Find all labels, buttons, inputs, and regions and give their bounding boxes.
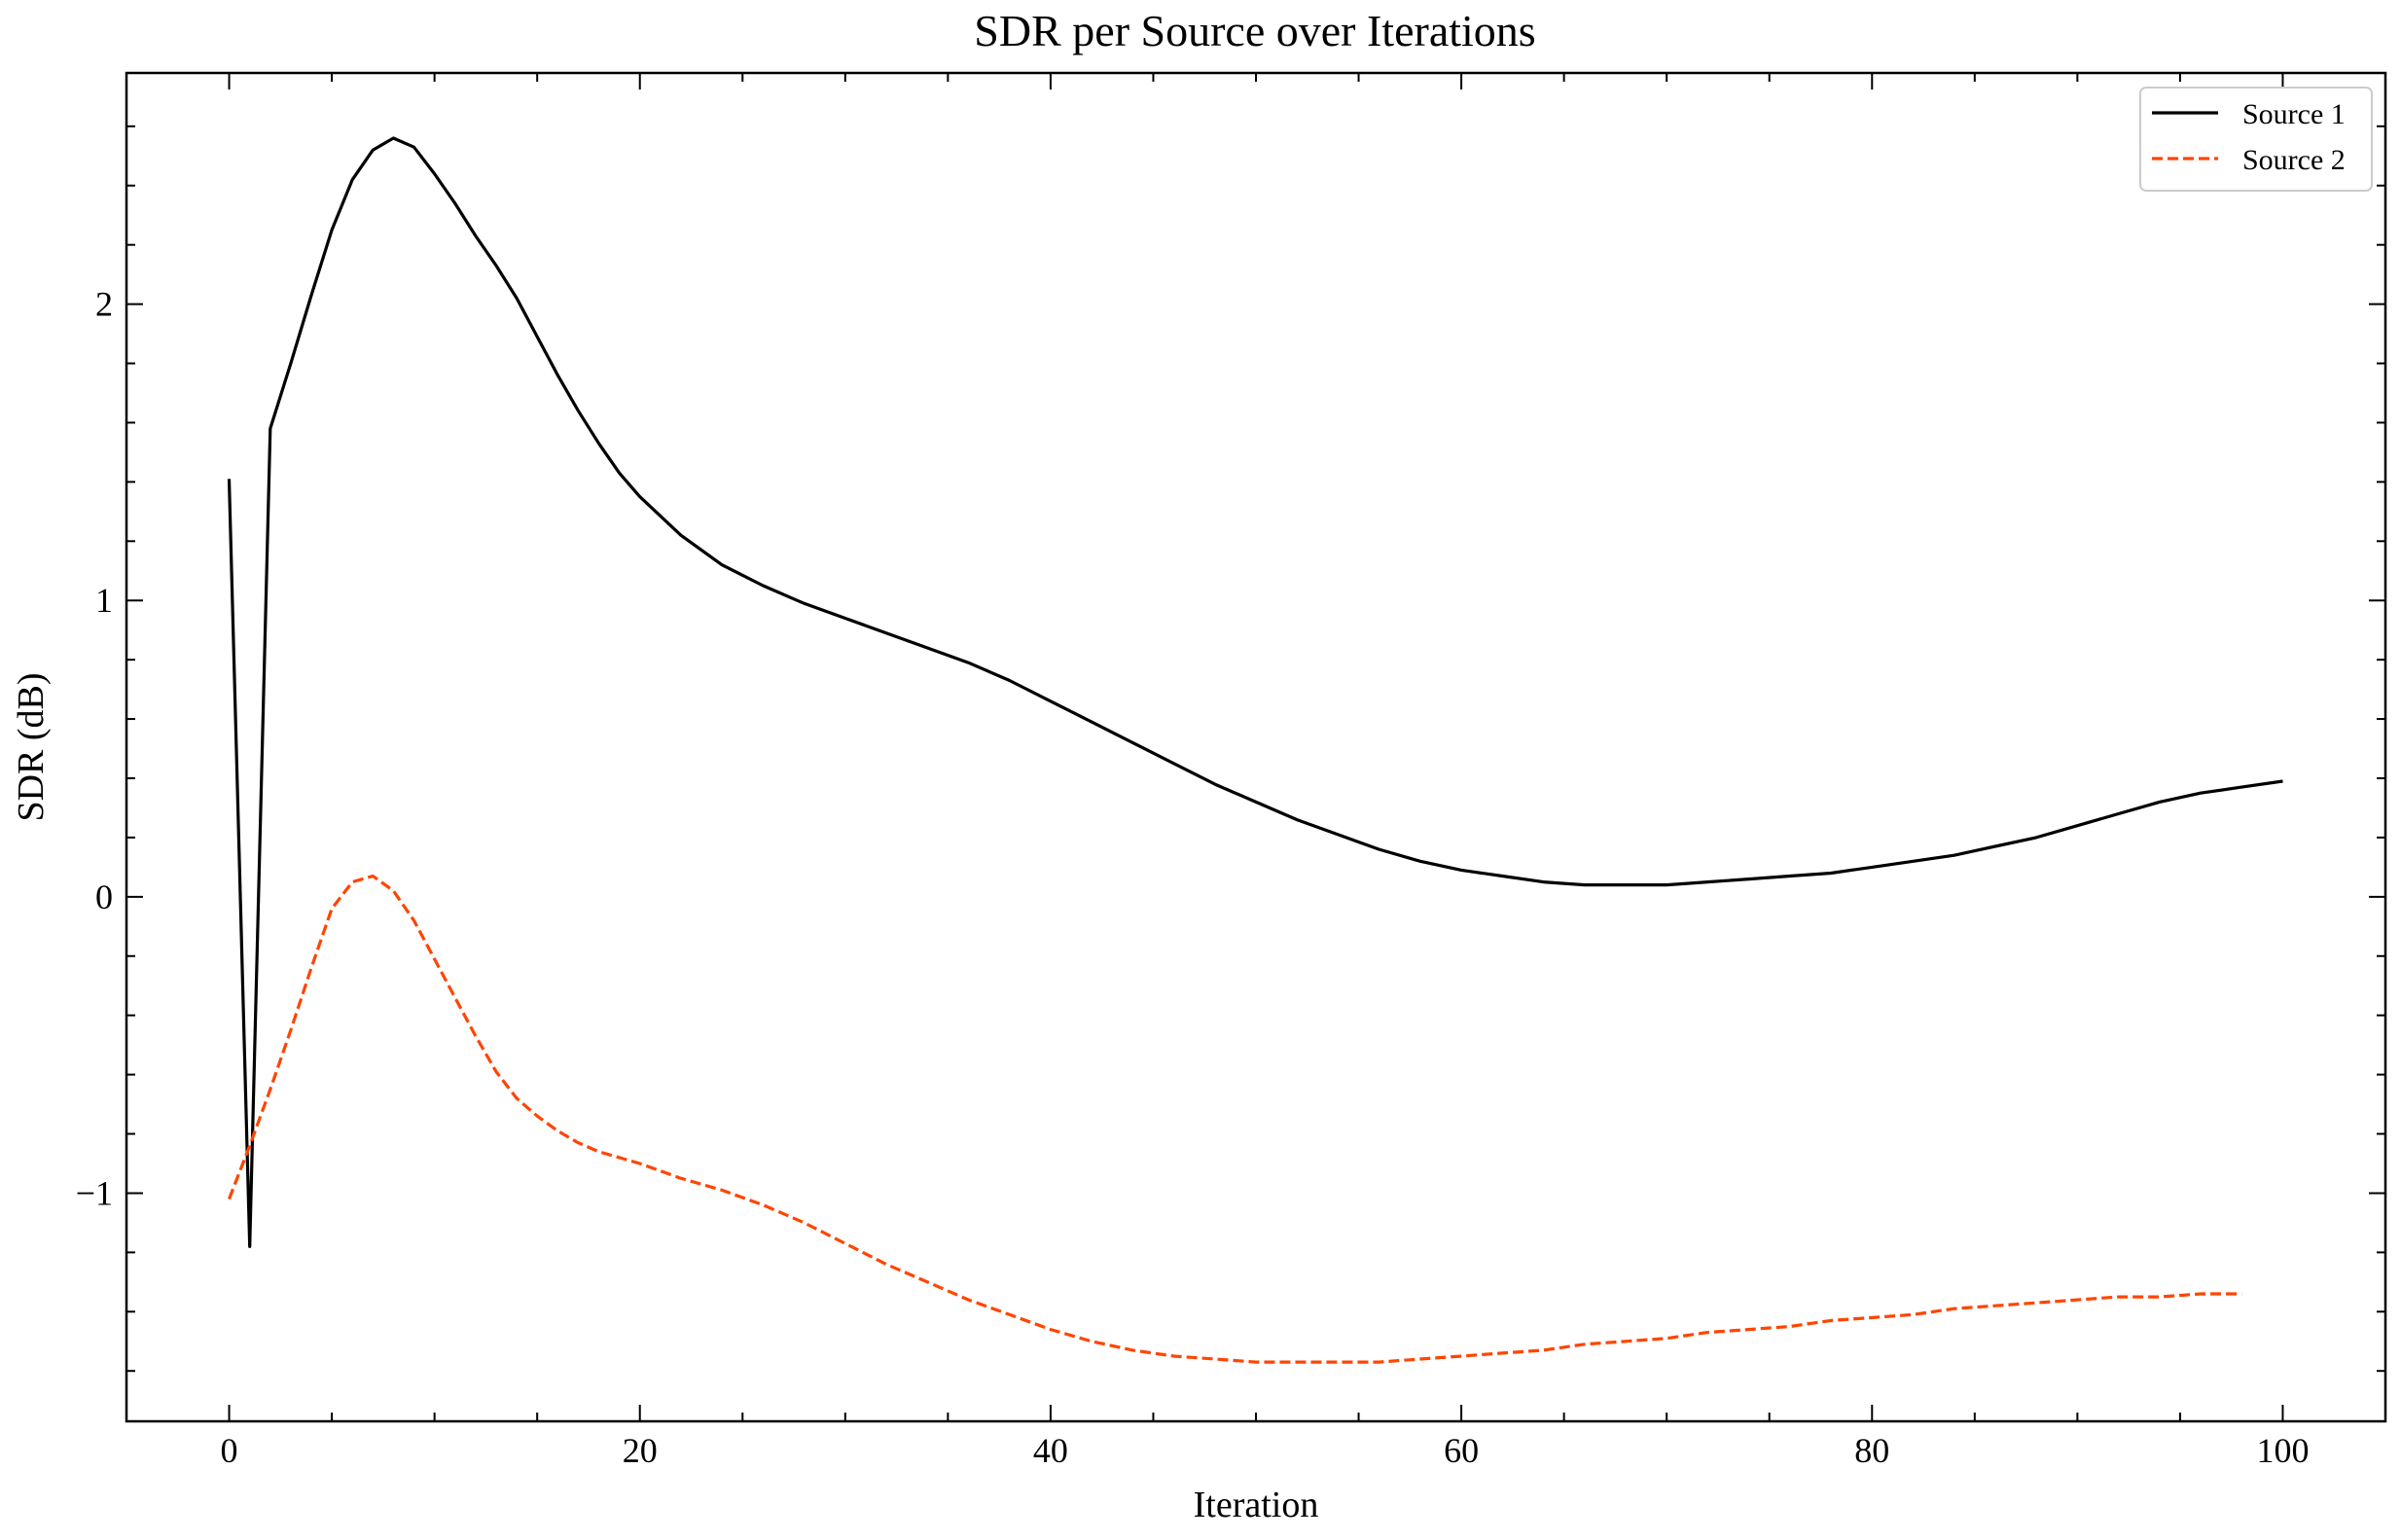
legend-label-source-1: Source 1: [2242, 98, 2346, 130]
y-axis-label: SDR (dB): [11, 672, 52, 821]
x-tick-label: 40: [1033, 1431, 1068, 1470]
series-layer: [227, 136, 2283, 1364]
legend: Source 1 Source 2: [2139, 87, 2373, 192]
x-tick-label: 20: [623, 1431, 658, 1470]
plot-area: 0 20 40 60 80 100 −1 0 1 2: [76, 73, 2386, 1470]
y-tick-label: −1: [76, 1173, 113, 1212]
y-tick-label: 0: [95, 877, 113, 916]
chart-title: SDR per Source over Iterations: [974, 6, 1535, 55]
series-line-source-1: [227, 136, 2283, 1248]
y-tick-label: 2: [95, 285, 113, 324]
x-axis-label: Iteration: [1194, 1485, 1319, 1525]
legend-label-source-2: Source 2: [2242, 144, 2346, 176]
y-tick-label: 1: [95, 581, 113, 620]
x-tick-label: 0: [221, 1431, 238, 1470]
x-tick-label: 100: [2256, 1431, 2309, 1470]
plot-frame: [125, 71, 2387, 1423]
x-tick-label: 80: [1854, 1431, 1889, 1470]
series-line-source-2: [228, 874, 2242, 1364]
x-tick-label: 60: [1444, 1431, 1479, 1470]
